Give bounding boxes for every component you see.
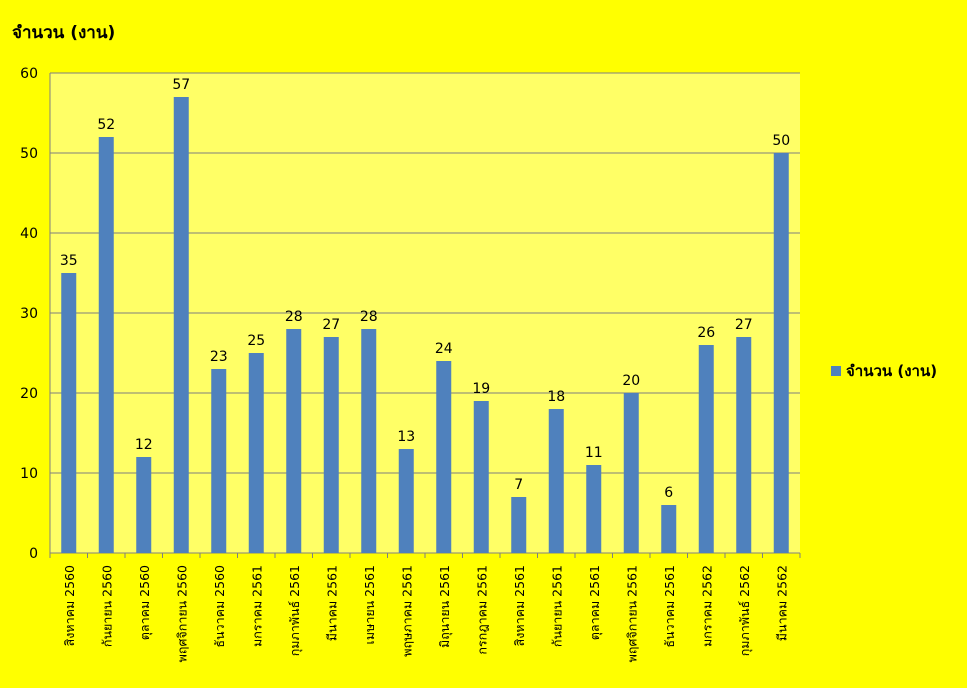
- data-label: 19: [472, 381, 490, 397]
- x-tick-label: กรกฎาคม 2561: [474, 565, 489, 655]
- y-tick-label: 30: [20, 306, 38, 322]
- bar: [736, 337, 752, 553]
- data-label: 25: [247, 333, 265, 349]
- x-tick-label: ตุลาคม 2560: [137, 565, 153, 640]
- data-label: 20: [622, 373, 640, 389]
- data-label: 24: [435, 341, 453, 357]
- legend-swatch: [831, 366, 841, 376]
- data-label: 26: [697, 325, 715, 341]
- legend-label: จำนวน (งาน): [846, 362, 937, 380]
- bar: [136, 457, 152, 553]
- x-tick-label: กุมภาพันธ์ 2562: [737, 565, 753, 656]
- data-label: 27: [322, 317, 340, 333]
- legend: จำนวน (งาน): [831, 362, 937, 380]
- bar: [698, 345, 714, 553]
- data-label: 23: [210, 349, 228, 365]
- bar: [323, 337, 339, 553]
- bar: [548, 409, 564, 553]
- y-tick-label: 0: [29, 546, 38, 562]
- y-tick-label: 20: [20, 386, 38, 402]
- bar: [173, 97, 189, 553]
- x-tick-label: มกราคม 2562: [699, 565, 714, 647]
- bar: [398, 449, 414, 553]
- data-label: 57: [172, 77, 190, 93]
- x-tick-label: เมษายน 2561: [362, 565, 377, 644]
- data-label: 18: [547, 389, 565, 405]
- x-tick-label: ธันวาคม 2561: [662, 565, 677, 648]
- bar: [661, 505, 677, 553]
- bar: [623, 393, 639, 553]
- bar: [773, 153, 789, 553]
- bar: [473, 401, 489, 553]
- bar: [211, 369, 227, 553]
- y-tick-label: 60: [20, 66, 38, 82]
- bar: [61, 273, 77, 553]
- x-tick-label: กุมภาพันธ์ 2561: [287, 565, 303, 656]
- data-label: 13: [397, 429, 415, 445]
- x-tick-label: สิงหาคม 2560: [62, 565, 77, 646]
- bar: [98, 137, 114, 553]
- x-tick-label: กันยายน 2560: [99, 565, 114, 647]
- bar: [286, 329, 302, 553]
- x-tick-label: ธันวาคม 2560: [212, 565, 227, 648]
- bar: [586, 465, 602, 553]
- x-tick-label: พฤศจิกายน 2560: [174, 565, 189, 662]
- data-label: 27: [735, 317, 753, 333]
- bar: [436, 361, 452, 553]
- y-tick-label: 40: [20, 226, 38, 242]
- data-label: 11: [585, 445, 603, 461]
- x-tick-label: มิถุนายน 2561: [437, 565, 453, 648]
- x-tick-label: พฤศจิกายน 2561: [624, 565, 639, 662]
- bar: [248, 353, 264, 553]
- data-label: 50: [772, 133, 790, 149]
- x-tick-label: มีนาคม 2561: [324, 565, 339, 641]
- data-label: 6: [664, 485, 673, 501]
- y-tick-label: 50: [20, 146, 38, 162]
- bar: [511, 497, 527, 553]
- data-label: 7: [514, 477, 523, 493]
- x-tick-label: ตุลาคม 2561: [587, 565, 603, 640]
- data-label: 28: [360, 309, 378, 325]
- data-label: 52: [97, 117, 115, 133]
- x-tick-label: มีนาคม 2562: [774, 565, 789, 641]
- data-label: 28: [285, 309, 303, 325]
- x-tick-label: กันยายน 2561: [549, 565, 564, 647]
- plot-area: 0 10 20 30 40 50 60 35 สิงหาคม 2560 52 กันยายน 256…: [20, 66, 801, 662]
- y-axis-title: จำนวน (งาน): [12, 23, 115, 43]
- y-tick-label: 10: [20, 466, 38, 482]
- x-tick-label: สิงหาคม 2561: [512, 565, 527, 646]
- x-tick-label: มกราคม 2561: [249, 565, 264, 647]
- bar: [361, 329, 377, 553]
- x-tick-label: พฤษภาคม 2561: [399, 565, 414, 657]
- data-label: 35: [60, 253, 78, 269]
- data-label: 12: [135, 437, 153, 453]
